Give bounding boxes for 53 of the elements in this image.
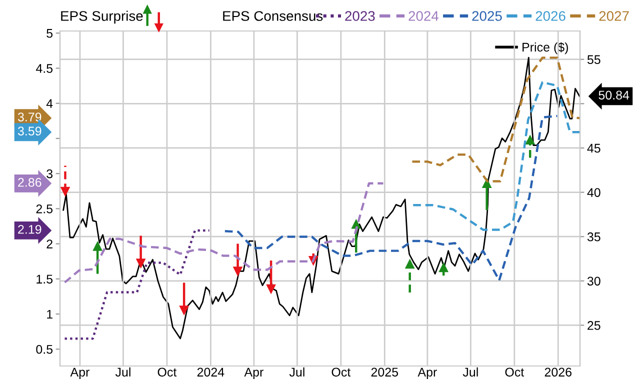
x-tick-label: Oct [158,368,177,377]
line-series [224,114,558,282]
line-series [412,81,580,231]
y-tick-label: 5 [46,29,53,38]
y-tick-label: 0.5 [36,344,53,354]
point [439,263,448,272]
point [233,266,242,276]
x-tick-label: 2026 [544,368,572,377]
text: 3.79 [18,112,42,122]
x-tick-label: 2024 [197,368,224,377]
point [180,306,189,315]
y2-tick-label: 40 [587,188,600,197]
x-tick-label: Jul [289,367,304,377]
y2-tick-label: 45 [587,144,600,153]
y-tick-label: 1 [47,310,52,319]
data-label: 50.84 [598,90,630,100]
x-tick-label: Apr [70,368,90,380]
legend-label: 2024 [408,11,438,21]
point [266,284,276,294]
legend-label: 2027 [599,11,629,21]
y2-tick-label: 30 [587,276,600,286]
point [526,135,535,145]
y2-tick-label: 55 [587,55,600,64]
y-tick-label: 3 [46,169,53,178]
line-series [64,229,210,340]
y2-tick-label: 25 [588,321,600,330]
line-series [64,182,384,284]
text: 3.59 [18,126,42,136]
legend-label: Price ($) [522,42,568,54]
y-tick-label: 1.5 [36,274,53,284]
point [60,186,70,196]
y-tick-label: 2 [46,240,52,248]
point [93,242,102,251]
text: 2.19 [18,224,42,234]
legend-label: 2026 [536,11,566,21]
x-tick-label: Apr [244,368,264,380]
y2-tick-label: 35 [587,232,600,242]
x-tick-label: Apr [418,368,437,380]
y-tick-label: 4.5 [36,64,53,73]
x-tick-label: Oct [505,368,524,377]
legend-title: EPS Consensus [223,11,323,21]
point [136,258,146,268]
y-tick-label: 2.5 [36,204,53,214]
legend-label: 2023 [345,11,375,21]
x-tick-label: 2025 [371,368,398,377]
legend-label: 2025 [472,11,502,21]
text: EPS Surprise [61,10,143,24]
y-tick-label: 4 [46,99,53,108]
point [405,260,414,269]
x-tick-label: Jul [462,367,478,377]
x-tick-label: Oct [332,368,351,377]
text: 2.86 [18,178,42,187]
x-tick-label: Jul [115,367,130,377]
